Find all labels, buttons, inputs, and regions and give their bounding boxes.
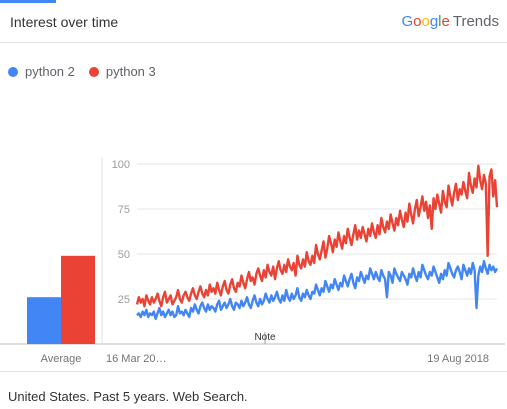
card-header: Interest over time Google Trends <box>0 0 507 42</box>
legend: python 2 python 3 <box>8 64 170 79</box>
interest-chart: 25 50 75 100 Average 16 Mar 20… 19 Aug 2018 Not… <box>0 158 505 365</box>
legend-dot-icon <box>88 66 99 77</box>
y-tick-label: 75 <box>118 204 130 216</box>
legend-item-python-3[interactable]: python 3 <box>88 64 156 79</box>
header-accent-bar <box>0 0 56 3</box>
logo-trends-text: Trends <box>452 13 499 30</box>
note-label: Note <box>254 332 276 343</box>
legend-dot-icon <box>8 66 18 77</box>
legend-label: python 3 <box>105 64 156 79</box>
footer-divider <box>0 371 507 372</box>
average-bar-python-2 <box>27 297 61 344</box>
y-tick-label: 25 <box>118 294 130 306</box>
average-label: Average <box>41 353 82 365</box>
x-tick-label: 16 Mar 20… <box>106 353 167 365</box>
logo-letter: o <box>421 13 430 30</box>
logo-letter: G <box>401 13 414 30</box>
google-trends-logo: Google Trends <box>401 13 499 30</box>
series-line-python-3 <box>135 164 499 308</box>
legend-item-python-2[interactable]: python 2 <box>8 64 75 79</box>
legend-label: python 2 <box>25 64 75 79</box>
y-tick-label: 50 <box>118 249 130 261</box>
card-title: Interest over time <box>10 14 119 30</box>
logo-letter: o <box>413 13 422 30</box>
logo-letter: e <box>441 13 450 30</box>
x-tick-label: 19 Aug 2018 <box>427 353 489 365</box>
average-bar-python-3 <box>61 255 95 344</box>
series-line-python-2 <box>136 259 499 321</box>
y-tick-label: 100 <box>112 159 130 171</box>
logo-letter: g <box>429 13 439 30</box>
header-divider <box>0 42 507 43</box>
footer-note: United States. Past 5 years. Web Search. <box>8 389 248 404</box>
logo-letter: l <box>438 13 442 30</box>
